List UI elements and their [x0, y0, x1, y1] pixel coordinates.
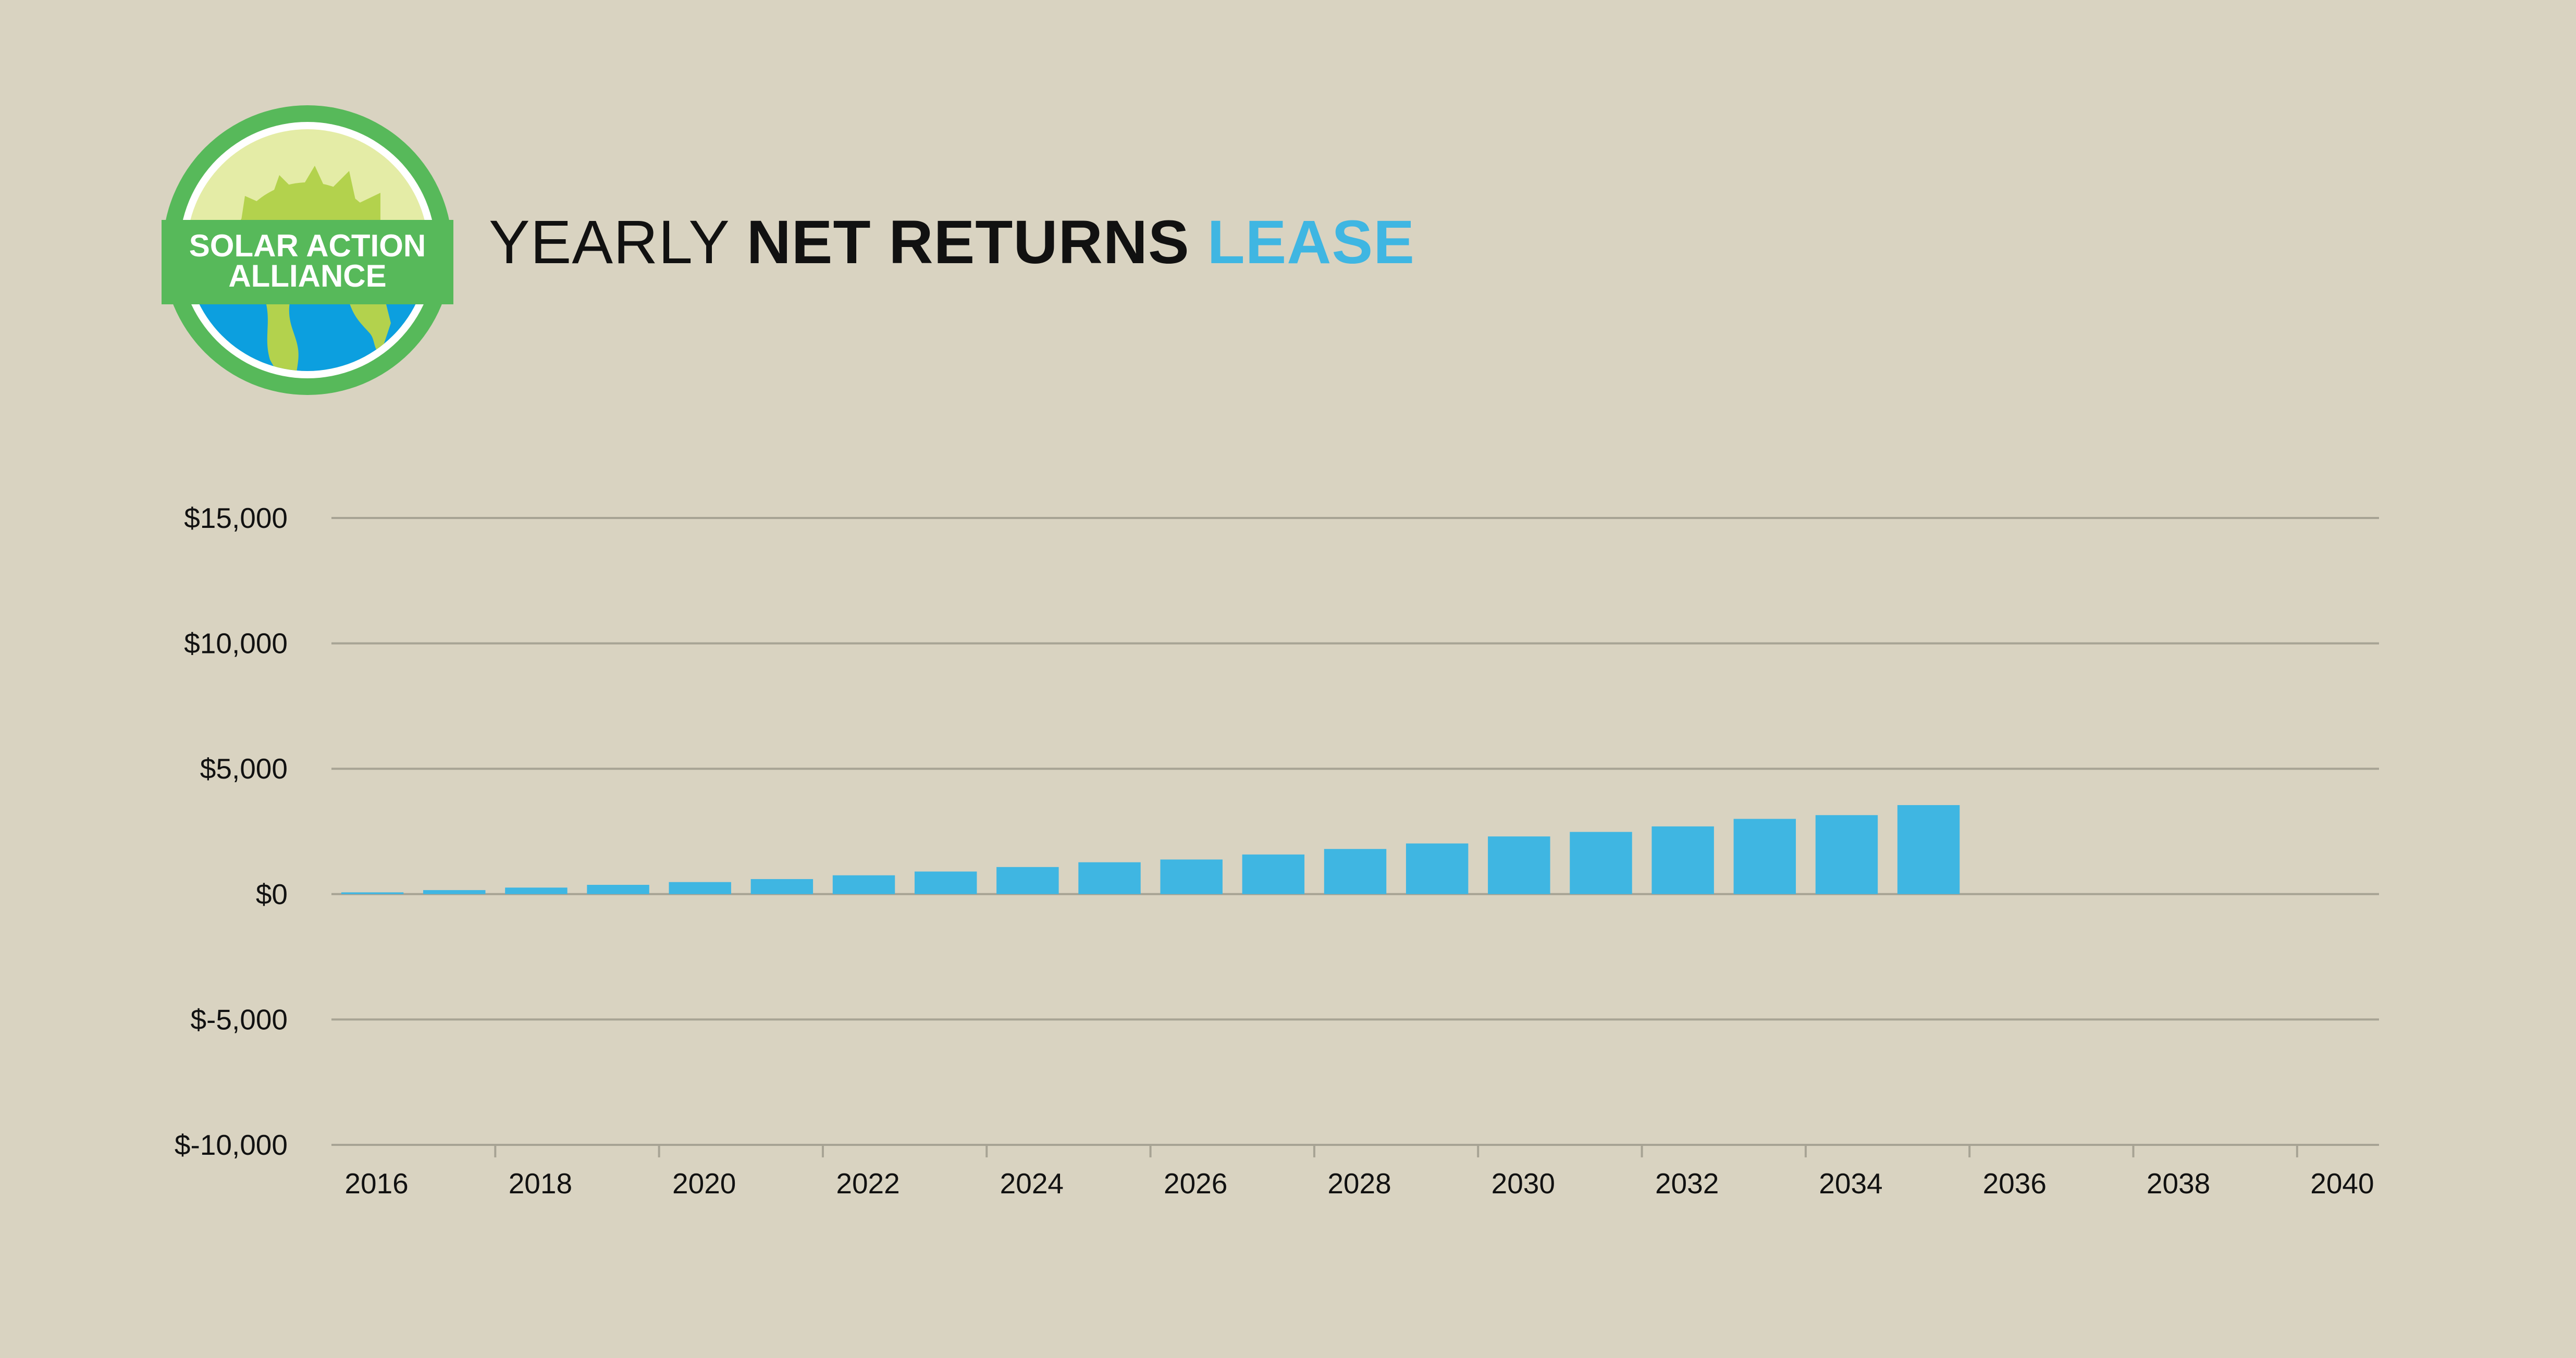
- bar-2034: [1815, 815, 1878, 894]
- x-tick-label: 2034: [1819, 1167, 1882, 1200]
- x-tick-label: 2036: [1983, 1167, 2047, 1200]
- x-axis-labels: 2016 2018 2020 2022 2024 2026 2028 2030 2032 2034…: [344, 1167, 2374, 1200]
- bar-2016: [341, 892, 404, 894]
- x-tick-label: 2018: [509, 1167, 572, 1200]
- bar-2033: [1733, 819, 1796, 894]
- bar-2020: [669, 882, 731, 894]
- x-tick-label: 2028: [1327, 1167, 1391, 1200]
- bar-2023: [914, 871, 977, 894]
- logo-line-1: SOLAR ACTION: [189, 228, 426, 263]
- y-tick-label: $-10,000: [175, 1129, 288, 1161]
- x-tick-label: 2040: [2310, 1167, 2374, 1200]
- title-part-2: NET RETURNS: [746, 208, 1207, 277]
- bar-2017: [423, 890, 486, 894]
- x-tick-label: 2030: [1492, 1167, 1555, 1200]
- y-axis-labels: $15,000 $10,000 $5,000 $0 $-5,000 $-10,000: [175, 502, 288, 1161]
- bar-2022: [832, 875, 895, 894]
- x-tick-label: 2016: [344, 1167, 408, 1200]
- x-tick-label: 2022: [836, 1167, 899, 1200]
- logo-line-2: ALLIANCE: [228, 258, 386, 293]
- bar-2025: [1078, 862, 1141, 894]
- x-tick-label: 2026: [1164, 1167, 1227, 1200]
- bar-2026: [1160, 859, 1223, 894]
- bars: [341, 805, 1960, 894]
- y-tick-label: $15,000: [184, 502, 288, 534]
- page-title: YEARLY NET RETURNS LEASE: [489, 203, 1415, 281]
- solar-action-alliance-logo: SOLAR ACTION ALLIANCE: [162, 105, 453, 395]
- bar-2019: [587, 884, 649, 894]
- logo-banner: [162, 220, 453, 304]
- x-tick-label: 2032: [1655, 1167, 1719, 1200]
- x-tick-label: 2024: [1000, 1167, 1064, 1200]
- bar-2018: [505, 887, 568, 894]
- bar-2031: [1570, 832, 1632, 894]
- x-tick-label: 2020: [672, 1167, 736, 1200]
- bar-2029: [1406, 843, 1469, 894]
- title-part-1: YEARLY: [489, 208, 747, 277]
- y-tick-label: $0: [256, 878, 288, 910]
- grid-lines: [331, 517, 2379, 1157]
- x-tick-label: 2038: [2147, 1167, 2210, 1200]
- y-tick-label: $-5,000: [190, 1003, 288, 1035]
- bar-2032: [1651, 826, 1714, 894]
- bar-2030: [1488, 836, 1550, 894]
- bar-2021: [750, 879, 814, 894]
- y-tick-label: $5,000: [200, 752, 288, 785]
- y-tick-label: $10,000: [184, 627, 288, 660]
- bar-2035: [1897, 805, 1960, 894]
- bar-2028: [1324, 849, 1387, 894]
- title-part-3: LEASE: [1207, 208, 1415, 277]
- bar-2027: [1242, 854, 1305, 894]
- bar-2024: [996, 867, 1059, 894]
